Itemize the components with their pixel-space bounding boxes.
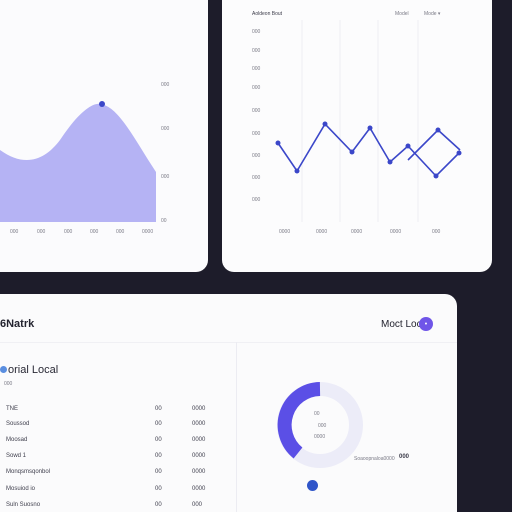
section-title: orial Local [8, 364, 59, 376]
line-points [275, 121, 462, 179]
area-chart-card: 000 000 000 00 000 000 000 000 000 0000 [0, 0, 208, 272]
donut-chart [277, 382, 363, 468]
grid-lines [301, 20, 419, 222]
y-tick-3: 000 [252, 66, 261, 72]
dots-icon: • [424, 320, 428, 328]
table-row-value: 0000 [192, 469, 206, 475]
donut-label-3: 0000 [314, 434, 326, 440]
x-tick-4: 000 [90, 229, 99, 235]
y-tick-2: 000 [161, 126, 170, 132]
area-chart [0, 101, 156, 222]
table-row-mid: 00 [155, 469, 162, 475]
table-row-label: Mosuiod io [6, 486, 36, 492]
table-row-mid: 00 [155, 486, 162, 492]
line-chart [275, 20, 462, 222]
table-row-label: Soussod [6, 421, 30, 427]
donut-legend-value: 000 [399, 454, 410, 460]
table-row-mid: 00 [155, 453, 162, 459]
donut-label-1: 00 [314, 411, 320, 417]
section-bullet-icon [0, 366, 7, 373]
x-tick-1: 0000 [279, 229, 291, 235]
x-tick-2: 000 [37, 229, 46, 235]
line-chart-card: Aoldeon Bout Model Mode ▾ 000 000 000 00… [222, 0, 492, 272]
table-row-value: 0000 [192, 406, 206, 412]
y-tick-9: 000 [252, 197, 261, 203]
table-row-label: Suln Suosno [6, 502, 41, 508]
y-tick-8: 000 [252, 175, 261, 181]
section-subtitle: 000 [4, 381, 13, 387]
x-tick-3: 000 [64, 229, 73, 235]
table-row-mid: 00 [155, 406, 162, 412]
y-tick-1: 000 [252, 29, 261, 35]
x-tick-5: 000 [432, 229, 441, 235]
table-row-mid: 00 [155, 437, 162, 443]
x-tick-2: 0000 [316, 229, 328, 235]
table-card [0, 294, 457, 512]
x-tick-5: 000 [116, 229, 125, 235]
table-row-value: 0000 [192, 453, 206, 459]
header-divider [0, 342, 457, 343]
table-row-label: Moosad [6, 437, 28, 443]
filter-select-1[interactable]: Model [395, 11, 409, 17]
x-tick-6: 0000 [142, 229, 154, 235]
more-options-button[interactable]: • [419, 317, 433, 331]
donut-legend-label: Soaoopnaloa0000 [354, 456, 395, 462]
table-row-mid: 00 [155, 502, 162, 508]
table-row-label: Sowd 1 [6, 453, 27, 459]
y-tick-2: 000 [252, 48, 261, 54]
y-tick-7: 000 [252, 153, 261, 159]
table-row-label: Monqsmsqonbol [6, 469, 51, 475]
y-tick-6: 000 [252, 131, 261, 137]
legend-dot-icon [307, 480, 318, 491]
filter-select-2[interactable]: Mode ▾ [424, 11, 441, 17]
y-tick-4: 000 [252, 85, 261, 91]
area-peak-point [99, 101, 105, 107]
table-row-value: 0000 [192, 486, 206, 492]
line-series-1 [277, 122, 460, 178]
table-row-label: TNE [6, 406, 18, 412]
table-row-value: 0000 [192, 437, 206, 443]
table-row-value: 0000 [192, 421, 206, 427]
y-tick-4: 00 [161, 218, 167, 224]
panel-divider [236, 342, 237, 512]
right-panel-title: Moct Loc [381, 319, 422, 330]
table-row-value: 000 [192, 502, 203, 508]
y-tick-3: 000 [161, 174, 170, 180]
donut-label-2: 000 [318, 423, 327, 429]
area-series [0, 103, 156, 222]
x-tick-1: 000 [10, 229, 19, 235]
line-card-title: Aoldeon Bout [252, 11, 283, 17]
donut-segment [277, 382, 321, 459]
table-row-mid: 00 [155, 421, 162, 427]
y-tick-5: 000 [252, 108, 261, 114]
y-tick-1: 000 [161, 82, 170, 88]
table-card-title: 6Natrk [0, 318, 35, 330]
x-tick-4: 0000 [390, 229, 402, 235]
x-tick-3: 0000 [351, 229, 363, 235]
